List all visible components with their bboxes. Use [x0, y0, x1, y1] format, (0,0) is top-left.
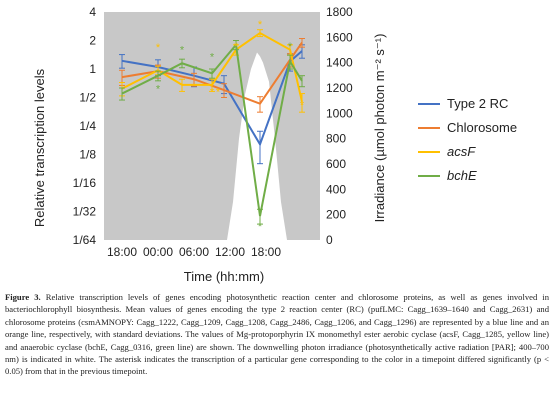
y2-tick-label: 0 [326, 233, 333, 247]
x-tick-label: 06:00 [179, 245, 209, 259]
y2-tick-label: 1800 [326, 5, 353, 19]
y-tick-label: 1/4 [79, 119, 96, 133]
y2-tick-label: 1200 [326, 81, 353, 95]
significance-asterisk: * [156, 84, 161, 96]
legend-label: bchE [447, 168, 477, 183]
x-tick-label: 18:00 [107, 245, 137, 259]
x-tick-label: 18:00 [251, 245, 281, 259]
significance-asterisk: * [156, 42, 161, 54]
y2-tick-label: 1400 [326, 56, 353, 70]
x-tick-label: 12:00 [215, 245, 245, 259]
y2-tick-label: 200 [326, 208, 346, 222]
x-tick-label: 00:00 [143, 245, 173, 259]
legend-label: Type 2 RC [447, 96, 508, 111]
figure-label: Figure 3. [5, 292, 41, 302]
significance-asterisk: * [258, 221, 263, 233]
figure-chart: 4 2 1 1/2 1/4 1/8 1/16 1/32 1/64 1800 1600 1400 120… [32, 5, 517, 284]
series-line [121, 42, 303, 217]
y-tick-label: 1/32 [73, 205, 97, 219]
legend-label: acsF [447, 144, 476, 159]
significance-asterisk: * [288, 41, 293, 53]
x-axis-title: Time (hh:mm) [184, 269, 264, 284]
y2-tick-label: 600 [326, 157, 346, 171]
y-tick-label: 1/2 [79, 91, 96, 105]
y2-tick-label: 400 [326, 182, 346, 196]
significance-asterisk: * [300, 100, 305, 112]
figure-caption: Figure 3. Relative transcription levels … [5, 291, 549, 378]
significance-asterisk: * [234, 41, 239, 53]
significance-asterisk: * [210, 86, 215, 98]
significance-asterisk: * [258, 19, 263, 31]
caption-text: Relative transcription levels of genes e… [5, 292, 549, 377]
y-tick-label: 2 [89, 34, 96, 48]
plot-background [104, 12, 320, 240]
irradiance-area [227, 52, 287, 241]
y-tick-label: 1/64 [73, 233, 97, 247]
y2-tick-label: 1600 [326, 30, 353, 44]
legend-label: Chlorosome [447, 120, 517, 135]
significance-asterisk: * [216, 86, 221, 98]
y-tick-label: 1 [89, 62, 96, 76]
y-tick-label: 1/8 [79, 148, 96, 162]
y2-tick-label: 800 [326, 132, 346, 146]
chart-svg: 4 2 1 1/2 1/4 1/8 1/16 1/32 1/64 1800 1600 1400 120… [32, 5, 517, 284]
y-axis-title: Relative transcription levels [32, 68, 47, 227]
y-tick-label: 4 [89, 5, 96, 19]
y2-tick-label: 1000 [326, 106, 353, 120]
y2-axis-title: Irradiance (µmol photon m⁻² s⁻¹) [372, 34, 387, 223]
significance-asterisk: * [210, 52, 215, 64]
y-tick-label: 1/16 [73, 176, 97, 190]
significance-asterisk: * [180, 45, 185, 57]
